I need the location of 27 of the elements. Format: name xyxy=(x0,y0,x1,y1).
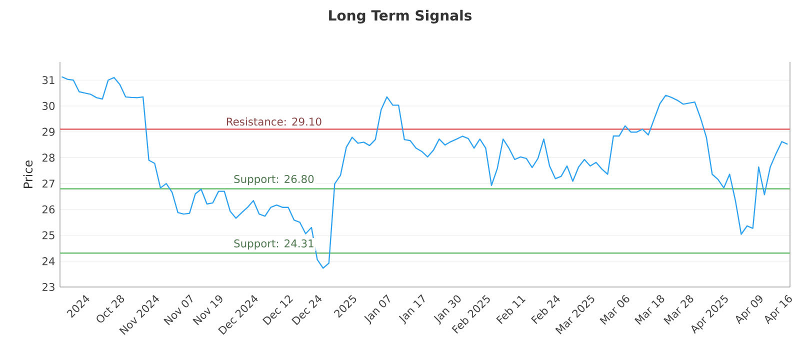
y-tick-label: 31 xyxy=(42,76,54,84)
x-tick-label: Dec 24 xyxy=(292,294,322,326)
y-tick-label: 24 xyxy=(42,257,55,266)
y-axis-title: Price xyxy=(23,160,33,188)
x-tick-label: Mar 18 xyxy=(634,295,664,325)
y-tick-label: 28 xyxy=(42,154,55,162)
x-tick-label: Mar 28 xyxy=(664,295,694,325)
x-tick-label: Nov 19 xyxy=(192,295,222,326)
y-tick-label: 27 xyxy=(42,180,54,188)
x-tick-label: Apr 09 xyxy=(736,295,762,324)
y-tick-label: 29 xyxy=(42,128,55,136)
ref-line-label: Support: 24.31 xyxy=(234,239,314,250)
y-tick-label: 25 xyxy=(42,231,54,240)
x-tick-label: Nov 07 xyxy=(164,294,192,326)
x-tick-label: Jan 07 xyxy=(364,294,390,325)
x-tick-label: Mar 06 xyxy=(600,294,630,325)
x-tick-label: Jan 17 xyxy=(398,294,425,325)
y-tick-label: 26 xyxy=(42,205,55,214)
x-tick-label: Feb 11 xyxy=(496,296,526,324)
y-tick-label: 30 xyxy=(42,102,55,110)
ref-line-label: Resistance: 29.10 xyxy=(226,117,322,126)
y-tick-label: 23 xyxy=(42,282,54,292)
x-tick-label: Feb 24 xyxy=(530,295,560,324)
chart-title: Long Term Signals xyxy=(329,10,472,24)
x-tick-label: Oct 28 xyxy=(96,295,124,323)
x-tick-label: Apr 16 xyxy=(764,294,792,324)
ref-line-label: Support: 26.80 xyxy=(234,174,314,186)
